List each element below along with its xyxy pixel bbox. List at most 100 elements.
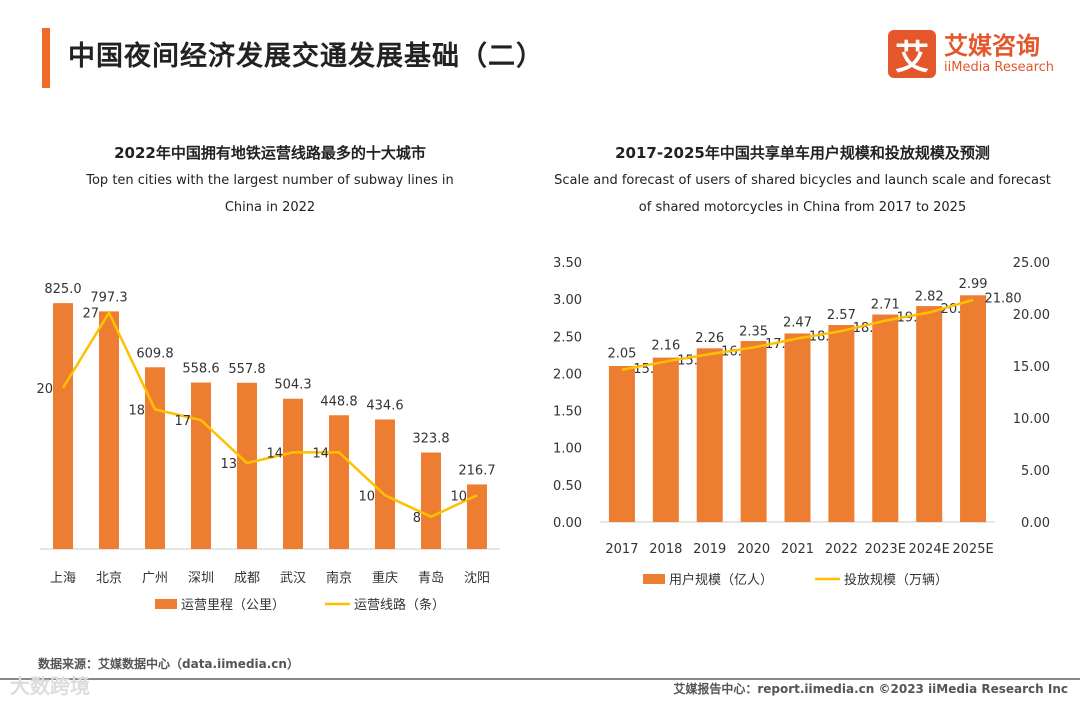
- chart2-x-tick: 2022: [825, 542, 858, 557]
- chart1-line-label: 27: [82, 307, 99, 322]
- chart1-x-tick: 南京: [326, 570, 352, 586]
- chart1-bar-label: 557.8: [228, 362, 265, 377]
- footer-divider: [0, 678, 1080, 680]
- chart2-bar: [784, 333, 811, 522]
- chart2-x-tick: 2024E: [909, 542, 950, 557]
- chart1-line-label: 18: [128, 403, 145, 418]
- chart1-bar: [99, 311, 119, 549]
- chart2-bar: [872, 314, 899, 522]
- chart2-subtitle: Scale and forecast of users of shared bi…: [530, 167, 1075, 221]
- title-accent-bar: [42, 28, 50, 88]
- chart1-bar: [329, 415, 349, 549]
- chart2-left-tick: 1.50: [553, 405, 582, 420]
- page-title: 中国夜间经济发展交通发展基础（二）: [68, 41, 544, 72]
- chart1-x-tick: 上海: [50, 571, 76, 586]
- chart2-bar: [696, 348, 723, 522]
- chart1-bar: [283, 398, 303, 549]
- chart1-subtitle-line: China in 2022: [224, 200, 316, 215]
- chart2-line-label: 2.99: [959, 277, 988, 292]
- chart2-x-tick: 2023E: [865, 542, 906, 557]
- chart2-line-label: 2.71: [871, 298, 900, 313]
- chart2-x-tick: 2025E: [952, 542, 993, 557]
- chart1-line-label: 10: [358, 489, 375, 504]
- chart1-bar: [53, 303, 73, 549]
- chart2-title: 2017-2025年中国共享单车用户规模和投放规模及预测: [615, 144, 990, 162]
- chart1-bar-label: 825.0: [44, 282, 81, 297]
- chart1-bar: [237, 382, 257, 549]
- chart1-bar-label: 504.3: [274, 378, 311, 393]
- chart1-bar: [145, 367, 165, 549]
- chart1-x-tick: 北京: [96, 571, 122, 586]
- chart2-subtitle-line: of shared motorcycles in China from 2017…: [638, 200, 967, 215]
- chart2-left-tick: 3.50: [553, 256, 582, 271]
- chart1-line-label: 17: [174, 414, 191, 429]
- chart1-title: 2022年中国拥有地铁运营线路最多的十大城市: [114, 144, 426, 162]
- chart1-bar-label: 609.8: [136, 346, 173, 361]
- chart1-x-tick: 青岛: [418, 570, 444, 586]
- chart1-bar-label: 216.7: [458, 463, 495, 478]
- chart1-legend-line-label: 运营线路（条）: [354, 597, 445, 613]
- chart1-x-tick: 重庆: [372, 570, 398, 586]
- chart1-bar-label: 448.8: [320, 394, 357, 409]
- chart2-bar: [828, 325, 855, 522]
- chart2-left-tick: 2.00: [553, 367, 582, 382]
- logo-mark: 艾: [888, 30, 936, 78]
- chart1-line-label: 14: [312, 446, 329, 461]
- chart1-bar: [375, 419, 395, 549]
- chart2-left-tick: 0.00: [553, 516, 582, 531]
- chart2-bar: [916, 306, 943, 522]
- chart1-x-tick: 沈阳: [464, 571, 490, 586]
- chart2-line-label: 2.16: [651, 339, 680, 354]
- chart1-bar-label: 797.3: [90, 290, 127, 305]
- chart2-bar: [608, 366, 635, 522]
- chart2-left-tick: 1.00: [553, 442, 582, 457]
- chart2-line-label: 2.35: [739, 324, 768, 339]
- chart2-right-tick: 0.00: [1021, 516, 1050, 531]
- chart2-line-label: 2.47: [783, 316, 812, 331]
- chart2-bar: [652, 357, 679, 522]
- chart2-line-label: 2.05: [607, 347, 636, 362]
- chart2-line: [621, 298, 974, 371]
- chart2-right-tick: 20.00: [1013, 308, 1050, 323]
- chart1-line-label: 13: [220, 457, 237, 472]
- chart2-bar: [960, 295, 987, 522]
- data-source: 数据来源：艾媒数据中心（data.iimedia.cn）: [38, 657, 299, 671]
- chart2-x-tick: 2020: [737, 542, 770, 557]
- chart2-left-tick: 0.50: [553, 479, 582, 494]
- logo: 艾 艾媒咨询 iiMedia Research: [888, 30, 1054, 78]
- logo-cn: 艾媒咨询: [944, 32, 1040, 60]
- chart2-subtitle-line: Scale and forecast of users of shared bi…: [554, 173, 1051, 188]
- chart1-line-label: 8: [413, 511, 421, 526]
- chart1-bar-label: 434.6: [366, 398, 403, 413]
- chart1-line-label: 14: [266, 446, 283, 461]
- chart1-bar: [191, 382, 211, 549]
- chart2-line-label: 2.57: [827, 308, 856, 323]
- chart1-legend-bar-label: 运营里程（公里）: [181, 598, 285, 613]
- chart2-x-tick: 2018: [649, 542, 682, 557]
- chart1-subtitle-line: Top ten cities with the largest number o…: [86, 173, 454, 188]
- footer-report: 艾媒报告中心：report.iimedia.cn ©2023 iiMedia R…: [673, 682, 1068, 696]
- watermark: 大数跨境: [10, 674, 90, 698]
- chart1-line-label: 20: [36, 382, 53, 397]
- chart2-bar-label: 21.80: [984, 291, 1021, 306]
- chart1-bar-label: 558.6: [182, 362, 219, 377]
- chart1-x-tick: 深圳: [188, 571, 214, 586]
- chart2-right-tick: 25.00: [1013, 256, 1050, 271]
- chart1-x-tick: 广州: [142, 571, 168, 586]
- chart2-x-tick: 2017: [605, 542, 638, 557]
- chart1-line-label: 10: [450, 489, 467, 504]
- chart2-bar: [740, 341, 767, 522]
- chart1-bar-label: 323.8: [412, 432, 449, 447]
- chart2-line-label: 2.26: [695, 331, 724, 346]
- chart2-line-label: 2.82: [915, 290, 944, 305]
- chart2-right-tick: 15.00: [1013, 360, 1050, 375]
- chart1-subtitle: Top ten cities with the largest number o…: [40, 167, 500, 221]
- chart1-bar: [421, 452, 441, 549]
- chart1-x-tick: 武汉: [280, 571, 306, 586]
- chart2-legend-line-label: 投放规模（万辆）: [844, 572, 948, 588]
- chart2-right-tick: 10.00: [1013, 412, 1050, 427]
- chart2-right-tick: 5.00: [1021, 464, 1050, 479]
- chart2-x-tick: 2021: [781, 542, 814, 557]
